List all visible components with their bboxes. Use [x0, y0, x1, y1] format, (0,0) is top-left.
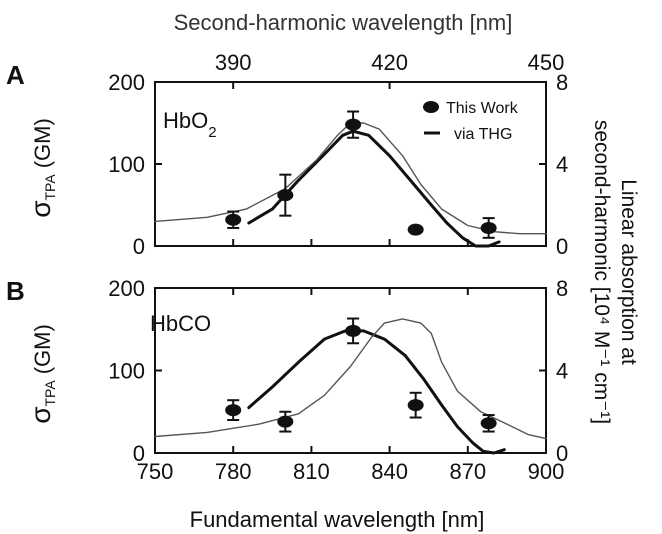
y2-tick-label: 8 [556, 276, 568, 301]
data-point [345, 324, 362, 337]
data-point [480, 221, 497, 234]
x-axis-title: Fundamental wavelength [nm] [190, 507, 485, 532]
y2-tick-label: 4 [556, 359, 568, 384]
panel-letter-a: A [6, 60, 25, 90]
top-axis-title: Second-harmonic wavelength [nm] [174, 10, 513, 35]
left-axis-title-b: σTPA(GM) [25, 324, 58, 424]
x-top-tick-label: 390 [215, 50, 252, 75]
data-point [225, 404, 242, 417]
data-point [277, 189, 294, 202]
svg-text:σTPA(GM): σTPA(GM) [25, 324, 58, 424]
legend-marker-this-work [423, 101, 439, 113]
legend-label-this-work: This Work [446, 100, 519, 117]
data-point [277, 415, 294, 428]
legend-label-via-thg: via THG [454, 126, 512, 143]
panel-a-hbo2: 390 420 450 0 100 200 0 4 8 [108, 50, 568, 259]
x-tick-label: 900 [528, 459, 565, 484]
data-point [407, 399, 424, 412]
data-point [345, 118, 362, 131]
y2-tick-label: 4 [556, 152, 568, 177]
x-tick-label: 750 [137, 459, 174, 484]
y-tick-label: 0 [133, 441, 145, 466]
data-point [480, 417, 497, 430]
panel-letter-b: B [6, 276, 25, 306]
x-tick-label: 870 [449, 459, 486, 484]
data-point [225, 213, 242, 226]
data-point [407, 223, 424, 236]
legend: This Work via THG [423, 100, 519, 143]
y2-tick-label: 8 [556, 70, 568, 95]
svg-text:Linear absorption atsecond-har: Linear absorption atsecond-harmonic [10⁴… [590, 120, 640, 424]
svg-text:σTPA(GM): σTPA(GM) [25, 118, 58, 218]
y-tick-label: 100 [108, 152, 145, 177]
thg-curve [247, 329, 506, 455]
species-label-hbo2: HbO2 [163, 108, 217, 141]
x-tick-label: 780 [215, 459, 252, 484]
x-tick-label: 810 [293, 459, 330, 484]
y-tick-label: 0 [133, 234, 145, 259]
y2-tick-label: 0 [556, 234, 568, 259]
right-axis-title: Linear absorption atsecond-harmonic [10⁴… [590, 120, 640, 424]
x-top-tick-label: 420 [371, 50, 408, 75]
y2-tick-label: 0 [556, 441, 568, 466]
x-tick-label: 840 [371, 459, 408, 484]
x-top-tick-label: 450 [528, 50, 565, 75]
thg-curve [247, 129, 501, 248]
species-label-hbco: HbCO [150, 311, 211, 336]
left-axis-title-a: σTPA(GM) [25, 118, 58, 218]
y-tick-label: 200 [108, 276, 145, 301]
y-tick-label: 100 [108, 359, 145, 384]
y-tick-label: 200 [108, 70, 145, 95]
